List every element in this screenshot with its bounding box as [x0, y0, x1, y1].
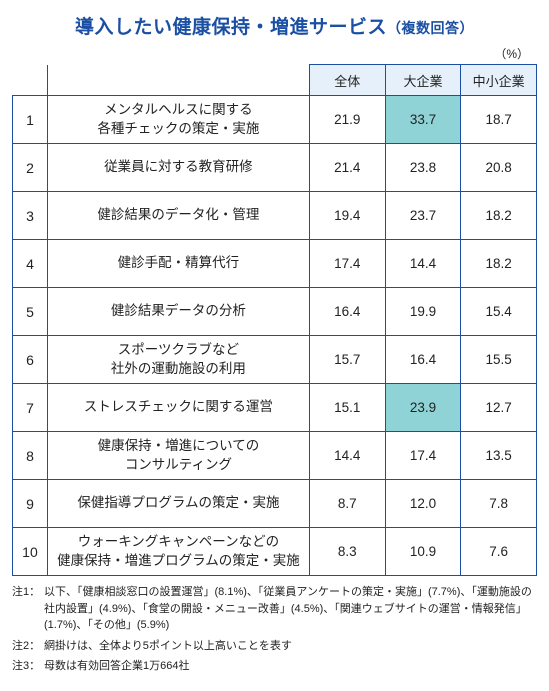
cell-large: 23.8 [385, 144, 461, 192]
cell-rank: 8 [13, 432, 48, 480]
cell-large: 14.4 [385, 240, 461, 288]
cell-sme: 7.6 [461, 528, 537, 576]
table-row: 2従業員に対する教育研修21.423.820.8 [13, 144, 537, 192]
title-main: 導入したい健康保持・増進サービス [75, 17, 387, 38]
header-large: 大企業 [385, 65, 461, 96]
note-key: 注2： [12, 638, 44, 655]
cell-rank: 3 [13, 192, 48, 240]
cell-label: ストレスチェックに関する運営 [47, 384, 309, 432]
title-sub: （複数回答） [387, 20, 474, 36]
cell-sme: 15.5 [461, 336, 537, 384]
cell-all: 21.9 [309, 96, 385, 144]
cell-rank: 9 [13, 480, 48, 528]
cell-all: 8.3 [309, 528, 385, 576]
cell-all: 17.4 [309, 240, 385, 288]
cell-sme: 18.7 [461, 96, 537, 144]
note-key: 注1： [12, 584, 44, 634]
note-text: 以下、「健康相談窓口の設置運営」(8.1%)、「従業員アンケートの策定・実施」(… [44, 584, 537, 634]
note-row: 注1：以下、「健康相談窓口の設置運営」(8.1%)、「従業員アンケートの策定・実… [12, 584, 537, 634]
cell-all: 15.1 [309, 384, 385, 432]
table-row: 3健診結果のデータ化・管理19.423.718.2 [13, 192, 537, 240]
cell-sme: 13.5 [461, 432, 537, 480]
cell-label: 健診結果のデータ化・管理 [47, 192, 309, 240]
cell-sme: 20.8 [461, 144, 537, 192]
table-row: 6スポーツクラブなど社外の運動施設の利用15.716.415.5 [13, 336, 537, 384]
cell-all: 15.7 [309, 336, 385, 384]
cell-rank: 4 [13, 240, 48, 288]
cell-large: 17.4 [385, 432, 461, 480]
cell-rank: 1 [13, 96, 48, 144]
cell-all: 21.4 [309, 144, 385, 192]
cell-label: ウォーキングキャンペーンなどの健康保持・増進プログラムの策定・実施 [47, 528, 309, 576]
unit-label: （%） [12, 45, 537, 62]
page-title: 導入したい健康保持・増進サービス（複数回答） [12, 12, 537, 39]
services-table: 全体 大企業 中小企業 1メンタルヘルスに関する各種チェックの策定・実施21.9… [12, 64, 537, 576]
cell-rank: 7 [13, 384, 48, 432]
header-blank-label [47, 65, 309, 96]
cell-sme: 12.7 [461, 384, 537, 432]
cell-label: 従業員に対する教育研修 [47, 144, 309, 192]
cell-all: 19.4 [309, 192, 385, 240]
cell-label: スポーツクラブなど社外の運動施設の利用 [47, 336, 309, 384]
table-row: 9保健指導プログラムの策定・実施8.712.07.8 [13, 480, 537, 528]
cell-large: 23.7 [385, 192, 461, 240]
cell-all: 16.4 [309, 288, 385, 336]
cell-rank: 6 [13, 336, 48, 384]
cell-label: 健診結果データの分析 [47, 288, 309, 336]
cell-label: 健診手配・精算代行 [47, 240, 309, 288]
notes-block: 注1：以下、「健康相談窓口の設置運営」(8.1%)、「従業員アンケートの策定・実… [12, 584, 537, 675]
table-row: 7ストレスチェックに関する運営15.123.912.7 [13, 384, 537, 432]
cell-label: 健康保持・増進についてのコンサルティング [47, 432, 309, 480]
cell-all: 8.7 [309, 480, 385, 528]
note-row: 注2：網掛けは、全体より5ポイント以上高いことを表す [12, 638, 537, 655]
cell-label: メンタルヘルスに関する各種チェックの策定・実施 [47, 96, 309, 144]
table-row: 1メンタルヘルスに関する各種チェックの策定・実施21.933.718.7 [13, 96, 537, 144]
note-key: 注3： [12, 658, 44, 675]
table-row: 10ウォーキングキャンペーンなどの健康保持・増進プログラムの策定・実施8.310… [13, 528, 537, 576]
cell-large: 33.7 [385, 96, 461, 144]
header-all: 全体 [309, 65, 385, 96]
note-text: 網掛けは、全体より5ポイント以上高いことを表す [44, 638, 537, 655]
header-sme: 中小企業 [461, 65, 537, 96]
cell-label: 保健指導プログラムの策定・実施 [47, 480, 309, 528]
cell-sme: 15.4 [461, 288, 537, 336]
cell-sme: 18.2 [461, 240, 537, 288]
cell-large: 12.0 [385, 480, 461, 528]
cell-large: 16.4 [385, 336, 461, 384]
note-row: 注3：母数は有効回答企業1万664社 [12, 658, 537, 675]
title-block: 導入したい健康保持・増進サービス（複数回答） [12, 12, 537, 39]
table-row: 5健診結果データの分析16.419.915.4 [13, 288, 537, 336]
table-row: 8健康保持・増進についてのコンサルティング14.417.413.5 [13, 432, 537, 480]
cell-large: 23.9 [385, 384, 461, 432]
cell-large: 10.9 [385, 528, 461, 576]
cell-all: 14.4 [309, 432, 385, 480]
cell-sme: 7.8 [461, 480, 537, 528]
header-blank-rank [13, 65, 48, 96]
cell-rank: 5 [13, 288, 48, 336]
cell-rank: 10 [13, 528, 48, 576]
cell-rank: 2 [13, 144, 48, 192]
table-row: 4健診手配・精算代行17.414.418.2 [13, 240, 537, 288]
note-text: 母数は有効回答企業1万664社 [44, 658, 537, 675]
table-header-row: 全体 大企業 中小企業 [13, 65, 537, 96]
cell-sme: 18.2 [461, 192, 537, 240]
cell-large: 19.9 [385, 288, 461, 336]
